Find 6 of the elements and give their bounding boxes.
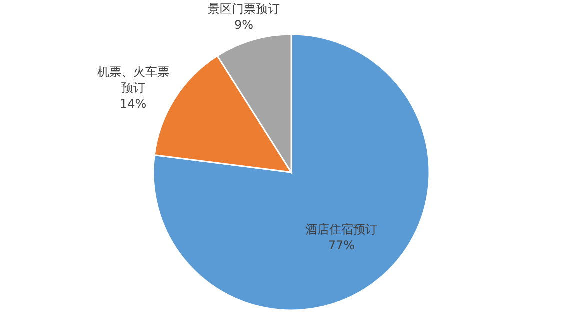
slice-label: 景区门票预订 — [208, 2, 280, 16]
slice-label: 机票、火车票预订 — [97, 65, 170, 96]
data-label: 14% — [120, 97, 147, 112]
slice-label: 酒店住宿预订 — [306, 222, 378, 236]
data-label: 9% — [234, 18, 254, 32]
data-label: 77% — [328, 238, 356, 252]
